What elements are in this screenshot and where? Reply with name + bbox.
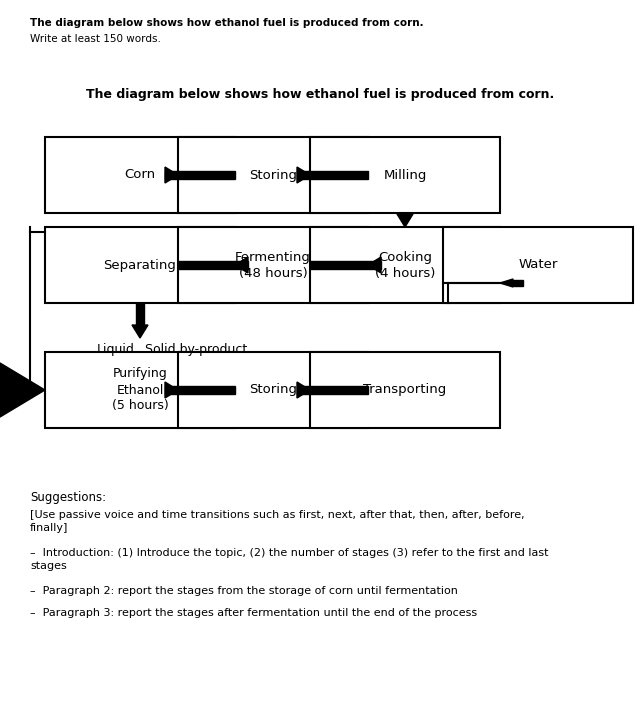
Polygon shape [235,257,248,273]
Text: [Use passive voice and time transitions such as first, next, after that, then, a: [Use passive voice and time transitions … [30,510,525,533]
Bar [178,352,368,428]
Text: Storing: Storing [249,383,297,397]
Text: Write at least 150 words.: Write at least 150 words. [30,34,161,44]
Bar [178,261,248,269]
Polygon shape [368,257,381,273]
Text: Milling: Milling [383,169,427,181]
Polygon shape [500,279,513,287]
Text: Corn: Corn [124,169,156,181]
Text: –  Paragraph 2: report the stages from the storage of corn until fermentation: – Paragraph 2: report the stages from th… [30,586,458,596]
Text: –  Introduction: (1) Introduce the topic, (2) the number of stages (3) refer to : – Introduction: (1) Introduce the topic,… [30,548,548,571]
Bar [297,171,368,179]
Polygon shape [132,325,148,338]
Bar [297,386,368,394]
Text: Fermenting
(48 hours): Fermenting (48 hours) [235,251,311,280]
Text: Separating: Separating [104,258,177,272]
Text: Solid by-product: Solid by-product [145,343,247,356]
Bar [310,352,500,428]
Bar [45,227,235,303]
Text: The diagram below shows how ethanol fuel is produced from corn.: The diagram below shows how ethanol fuel… [30,18,424,28]
Bar [513,280,523,286]
Bar [165,386,235,394]
Text: Liquid: Liquid [97,343,135,356]
Bar [310,227,500,303]
Text: Purifying
Ethanol
(5 hours): Purifying Ethanol (5 hours) [111,368,168,412]
Bar [310,261,381,269]
Text: –  Paragraph 3: report the stages after fermentation until the end of the proces: – Paragraph 3: report the stages after f… [30,608,477,618]
Text: Storing: Storing [249,169,297,181]
Polygon shape [297,382,310,398]
Bar [310,137,500,213]
Text: Cooking
(4 hours): Cooking (4 hours) [375,251,435,280]
Bar [401,213,409,214]
Text: Water: Water [518,258,557,272]
Text: Transporting: Transporting [364,383,447,397]
Bar [443,227,633,303]
Bar [178,137,368,213]
Text: Suggestions:: Suggestions: [30,491,106,504]
Polygon shape [165,167,178,183]
Text: The diagram below shows how ethanol fuel is produced from corn.: The diagram below shows how ethanol fuel… [86,88,554,101]
Polygon shape [397,214,413,227]
Bar [178,227,368,303]
Polygon shape [165,382,178,398]
Bar [45,137,235,213]
Bar [165,171,235,179]
Bar [136,303,144,325]
Polygon shape [297,167,310,183]
Bar [45,352,235,428]
